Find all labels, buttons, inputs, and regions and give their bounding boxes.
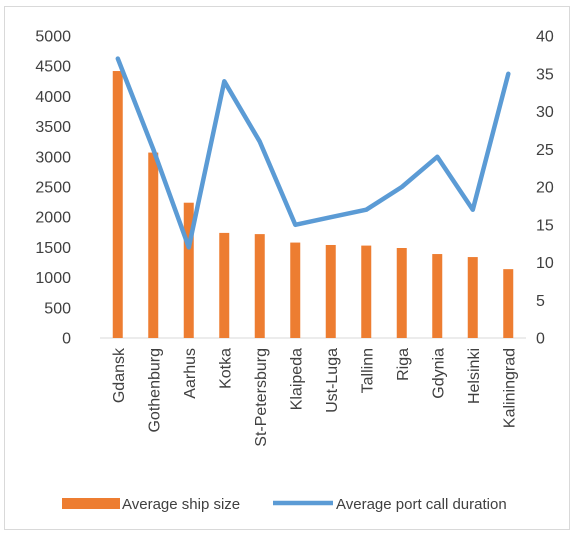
left-tick-label: 2500 xyxy=(35,180,71,197)
category-label: Gdansk xyxy=(111,347,128,403)
legend-label-bar: Average ship size xyxy=(122,496,240,513)
right-axis-ticks: 0 5 10 15 20 25 30 35 40 xyxy=(536,29,554,348)
category-label: Riga xyxy=(395,348,412,381)
left-tick-label: 3500 xyxy=(35,119,71,136)
category-label: Kaliningrad xyxy=(501,348,518,428)
category-label: Gothenburg xyxy=(146,348,163,433)
right-tick-label: 15 xyxy=(536,217,554,234)
right-tick-label: 20 xyxy=(536,180,554,197)
category-label: Tallinn xyxy=(359,348,376,393)
category-label: Aarhus xyxy=(182,348,199,399)
right-tick-label: 10 xyxy=(536,255,554,272)
left-tick-label: 4000 xyxy=(35,89,71,106)
left-tick-label: 4500 xyxy=(35,59,71,76)
bar-kotka xyxy=(219,232,230,338)
category-label: Helsinki xyxy=(466,348,483,404)
left-tick-label: 500 xyxy=(44,300,71,317)
left-tick-label: 0 xyxy=(62,331,71,348)
bar-riga xyxy=(396,248,407,338)
bar-gdansk xyxy=(112,71,123,339)
bar-kaliningrad xyxy=(503,269,514,338)
left-tick-label: 1500 xyxy=(35,240,71,257)
chart-frame: 0 500 1000 1500 2000 2500 3000 3500 4000 4500 5000… xyxy=(4,6,570,530)
category-label: Ust-Luga xyxy=(324,348,341,413)
right-tick-label: 25 xyxy=(536,142,554,159)
right-tick-label: 0 xyxy=(536,331,545,348)
left-axis-ticks: 0 500 1000 1500 2000 2500 3000 3500 4000 4500 5000 xyxy=(35,29,71,348)
bar-gdynia xyxy=(432,254,443,338)
category-label: St-Petersburg xyxy=(253,348,270,447)
left-tick-label: 1000 xyxy=(35,270,71,287)
left-tick-label: 3000 xyxy=(35,149,71,166)
right-tick-label: 5 xyxy=(536,293,545,310)
left-tick-label: 2000 xyxy=(35,210,71,227)
bar-tallinn xyxy=(361,245,372,338)
category-label: Klaipeda xyxy=(288,348,305,410)
legend: Average ship size Average port call dura… xyxy=(62,496,507,513)
category-label: Kotka xyxy=(217,348,234,389)
right-tick-label: 35 xyxy=(536,66,554,83)
bar-helsinki xyxy=(467,257,478,338)
right-tick-label: 30 xyxy=(536,104,554,121)
bar-aarhus xyxy=(183,202,194,338)
legend-label-line: Average port call duration xyxy=(336,496,507,513)
right-tick-label: 40 xyxy=(536,29,554,46)
category-label: Gdynia xyxy=(430,348,447,399)
legend-swatch-bar xyxy=(62,498,120,509)
category-labels: Gdansk Gothenburg Aarhus Kotka St-Petersburg… xyxy=(111,347,519,447)
combo-chart: 0 500 1000 1500 2000 2500 3000 3500 4000 4500 5000… xyxy=(35,29,554,514)
left-tick-label: 5000 xyxy=(35,29,71,46)
bar-ust-luga xyxy=(325,244,336,338)
bar-series xyxy=(112,71,514,339)
line-series xyxy=(115,56,511,250)
bar-st-petersburg xyxy=(254,234,265,338)
bar-klaipeda xyxy=(290,242,301,338)
bar-gothenburg xyxy=(148,152,159,338)
